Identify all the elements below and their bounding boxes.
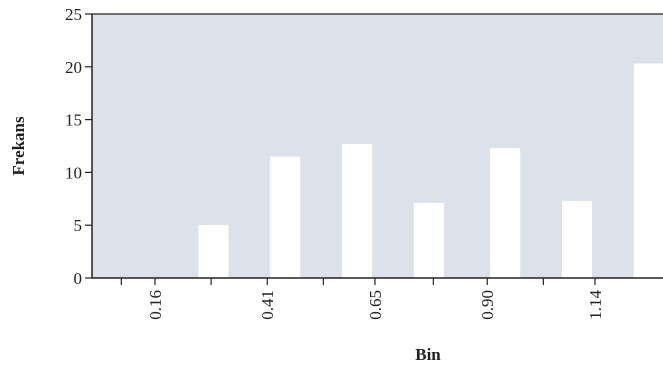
- x-axis-title: Bin: [415, 345, 441, 364]
- y-axis-title: Frekans: [9, 116, 28, 176]
- y-tick-label: 15: [65, 111, 82, 130]
- y-tick-label: 25: [65, 5, 82, 24]
- y-tick-label: 20: [65, 58, 82, 77]
- x-tick-label: 0.41: [258, 290, 277, 320]
- bar: [413, 203, 444, 278]
- bar: [342, 143, 372, 278]
- bars-group: [198, 63, 663, 278]
- bar: [633, 63, 663, 278]
- bar: [562, 200, 592, 278]
- y-ticks-group: 0 5 10 15 20 25: [65, 5, 92, 288]
- x-tick-label: 1.14: [586, 290, 605, 320]
- y-tick-label: 10: [65, 163, 82, 182]
- x-tick-label: 0.65: [366, 290, 385, 320]
- x-tick-label: 0.90: [478, 290, 497, 320]
- x-ticks-group: 0.16 0.41 0.65 0.90 1.14: [120, 278, 605, 320]
- bar: [198, 225, 229, 278]
- y-tick-label: 5: [74, 216, 83, 235]
- bar: [270, 156, 301, 278]
- bar: [490, 148, 521, 278]
- x-tick-label: 0.16: [146, 290, 165, 320]
- y-tick-label: 0: [74, 269, 83, 288]
